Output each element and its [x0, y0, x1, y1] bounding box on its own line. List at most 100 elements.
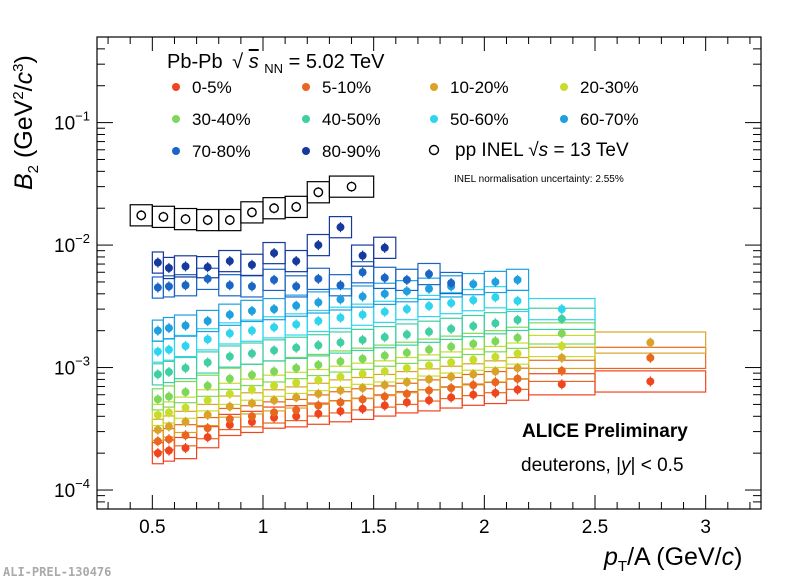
data-point [402, 398, 411, 407]
data-point [380, 351, 389, 360]
data-point [270, 367, 279, 376]
legend-label: 50-60% [450, 110, 509, 129]
nn-subscript: NN [264, 61, 283, 76]
data-point [153, 449, 162, 458]
data-point [164, 446, 173, 455]
data-point [153, 258, 162, 267]
data-point [447, 393, 456, 402]
data-point [158, 211, 169, 222]
data-point [380, 273, 389, 282]
y-axis-title: B2 (GeV2/c3) [10, 55, 42, 190]
data-point [402, 378, 411, 387]
data-point [336, 386, 345, 395]
data-point [247, 349, 256, 358]
data-point [270, 408, 279, 417]
data-point [491, 319, 500, 328]
data-point [402, 348, 411, 357]
legend-label: 20-30% [580, 78, 639, 97]
data-point [225, 310, 234, 319]
y-tick-label: 10−4 [54, 476, 90, 502]
data-point [270, 249, 279, 258]
data-point [164, 367, 173, 376]
data-point [181, 364, 190, 373]
data-point [314, 341, 323, 350]
data-point [469, 381, 478, 390]
data-point [247, 385, 256, 394]
data-point [292, 364, 301, 373]
data-point [491, 277, 500, 286]
data-point [402, 275, 411, 284]
data-point [203, 424, 212, 433]
data-point [469, 280, 478, 289]
data-point [336, 372, 345, 381]
data-point [513, 296, 522, 305]
data-point [247, 370, 256, 379]
data-point [225, 374, 234, 383]
data-point [247, 306, 256, 315]
data-point [491, 378, 500, 387]
data-point [225, 352, 234, 361]
description-label: deuterons, |y| < 0.5 [521, 455, 684, 476]
data-point [224, 215, 235, 225]
data-point [270, 346, 279, 355]
data-point [425, 327, 433, 336]
data-point [469, 322, 478, 331]
legend: 0-5% 5-10% 10-20% 20-30% 30-40% 40-50% 50-60% 6… [172, 78, 639, 161]
legend-marker [302, 83, 310, 91]
data-point [270, 305, 279, 314]
data-point [425, 270, 433, 279]
data-point [358, 292, 367, 301]
data-point [447, 384, 456, 393]
data-point [292, 406, 301, 415]
legend-marker [560, 83, 568, 91]
data-point [447, 279, 456, 288]
legend-label: 60-70% [580, 110, 639, 129]
data-point [164, 282, 173, 291]
normalisation-note: INEL normalisation uncertainty: 2.55% [454, 174, 624, 185]
data-point [358, 369, 367, 378]
data-point [358, 268, 367, 277]
data-point [425, 396, 433, 405]
data-point [336, 281, 345, 290]
data-point [380, 307, 389, 316]
data-point [447, 372, 456, 381]
axis-ticks [97, 36, 761, 510]
legend-label: 0-5% [192, 78, 232, 97]
data-point [513, 315, 522, 324]
data-point [358, 251, 367, 260]
data-point [336, 223, 345, 232]
legend-label: 80-90% [322, 142, 381, 161]
legend-marker [430, 83, 438, 91]
data-point [181, 444, 190, 453]
data-point [425, 284, 433, 293]
data-point [557, 314, 566, 323]
data-point [447, 299, 456, 308]
data-point [203, 274, 212, 283]
legend-marker [302, 115, 310, 123]
data-point [164, 345, 173, 354]
data-point [425, 345, 433, 354]
legend-marker-pp [428, 144, 440, 156]
data-point [358, 310, 367, 319]
data-point [425, 302, 433, 311]
data-point [314, 389, 323, 398]
data-point [225, 281, 234, 290]
sys-box [284, 195, 308, 219]
data-point [425, 375, 433, 384]
data-point [336, 295, 345, 304]
data-point [203, 263, 212, 272]
data-point [513, 364, 522, 373]
data-point [314, 401, 323, 410]
data-point [225, 420, 234, 429]
x-axis-title: pT/A (GeV/c) [603, 543, 742, 575]
data-point [469, 296, 478, 305]
data-point [336, 407, 345, 416]
data-point [225, 329, 234, 338]
data-point [358, 384, 367, 393]
data-point [491, 388, 500, 397]
data-point [203, 358, 212, 367]
data-point [380, 392, 389, 401]
data-point [180, 214, 191, 224]
data-point [181, 321, 190, 330]
data-point [513, 275, 522, 284]
